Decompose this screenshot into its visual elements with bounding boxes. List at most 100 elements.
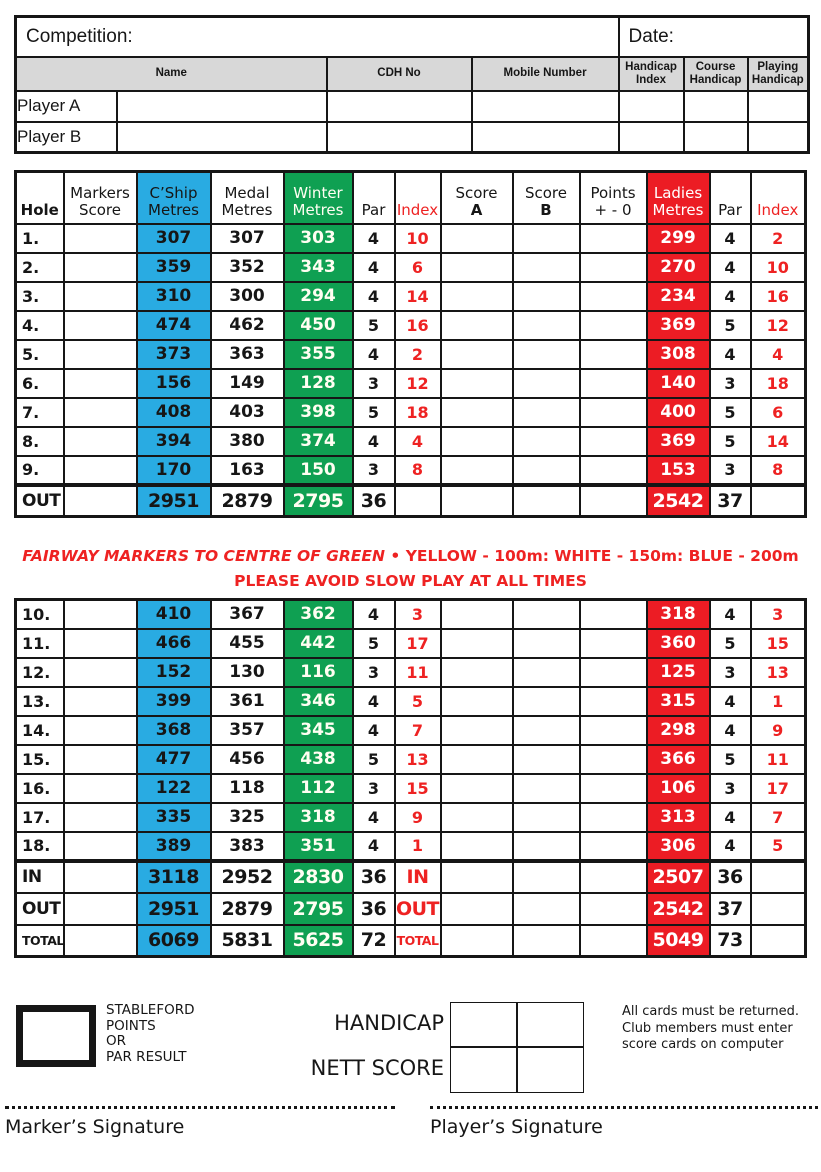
stableford-box (16, 1005, 96, 1067)
hole-label: 6. (14, 367, 65, 399)
points-cell (578, 923, 648, 958)
winter-metres-cell: 2795 (282, 482, 354, 518)
score-a-cell (439, 598, 514, 630)
score-a-cell (439, 627, 514, 659)
summary-row: OUT 2951 2879 2795 36 2542 37 (14, 482, 807, 518)
par-cell: 5 (351, 627, 396, 659)
header-playing-handicap: Playing Handicap (746, 55, 810, 92)
medal-metres-cell: 456 (209, 743, 285, 775)
score-a-cell (439, 656, 514, 688)
score-a-cell (439, 923, 514, 958)
front-nine-section: Hole Markers Score C’Ship Metres Medal Metr… (14, 170, 807, 518)
par-cell: 4 (351, 222, 396, 254)
points-cell (578, 830, 648, 862)
winter-metres-cell: 398 (282, 396, 354, 428)
ladies-par-cell: 73 (708, 923, 752, 958)
cship-metres-cell: 2951 (135, 891, 212, 926)
hole-label: 18. (14, 830, 65, 862)
marker-signature-label: Marker’s Signature (5, 1116, 185, 1138)
ladies-metres-cell: 2542 (645, 482, 711, 518)
player-info-table: Competition: Date: Name CDH No Mobile Nu… (14, 15, 811, 154)
summary-row: OUT 2951 2879 2795 36 OUT 2542 37 (14, 891, 807, 926)
medal-metres-cell: 380 (209, 425, 285, 457)
ladies-index-cell: 16 (749, 280, 807, 312)
hole-row: 5. 373 363 355 4 2 308 4 4 (14, 338, 807, 370)
hole-label: 12. (14, 656, 65, 688)
medal-metres-cell: 325 (209, 801, 285, 833)
par-cell: 4 (351, 425, 396, 457)
ladies-par-cell: 3 (708, 656, 752, 688)
index-cell: OUT (393, 891, 442, 926)
ladies-index-cell: 1 (749, 685, 807, 717)
medal-metres-cell: 462 (209, 309, 285, 341)
ladies-par-cell: 4 (708, 830, 752, 862)
marker-signature-line (5, 1106, 395, 1109)
medal-metres-cell: 130 (209, 656, 285, 688)
hole-label: 1. (14, 222, 65, 254)
handicap-cell-2 (517, 1002, 584, 1047)
score-b-cell (511, 280, 581, 312)
cship-metres-cell: 170 (135, 454, 212, 486)
score-b-cell (511, 222, 581, 254)
header-ladies-par: Par (708, 170, 752, 225)
points-cell (578, 743, 648, 775)
winter-metres-cell: 116 (282, 656, 354, 688)
cship-metres-cell: 156 (135, 367, 212, 399)
winter-metres-cell: 345 (282, 714, 354, 746)
player-signature-line (430, 1106, 818, 1109)
hole-label: OUT (14, 891, 65, 926)
par-cell: 72 (351, 923, 396, 958)
points-cell (578, 656, 648, 688)
index-cell: 7 (393, 714, 442, 746)
medal-metres-cell: 163 (209, 454, 285, 486)
par-cell: 4 (351, 280, 396, 312)
medal-metres-cell: 361 (209, 685, 285, 717)
score-a-cell (439, 772, 514, 804)
player-a-name-field (115, 89, 328, 123)
hole-label: 14. (14, 714, 65, 746)
score-a-cell (439, 830, 514, 862)
hole-label: 5. (14, 338, 65, 370)
ladies-metres-cell: 308 (645, 338, 711, 370)
medal-metres-cell: 383 (209, 830, 285, 862)
score-b-cell (511, 482, 581, 518)
player-signature-label: Player’s Signature (430, 1116, 603, 1138)
winter-metres-cell: 438 (282, 743, 354, 775)
ladies-index-cell: 2 (749, 222, 807, 254)
medal-metres-cell: 357 (209, 714, 285, 746)
index-cell (393, 482, 442, 518)
hole-label: 3. (14, 280, 65, 312)
ladies-index-cell: 10 (749, 251, 807, 283)
hole-label: 7. (14, 396, 65, 428)
ladies-index-cell: 4 (749, 338, 807, 370)
index-cell: 9 (393, 801, 442, 833)
ladies-index-cell: 7 (749, 801, 807, 833)
header-markers-score: Markers Score (62, 170, 138, 225)
cship-metres-cell: 368 (135, 714, 212, 746)
markers-score-cell (62, 858, 138, 894)
medal-metres-cell: 300 (209, 280, 285, 312)
ladies-index-cell: 12 (749, 309, 807, 341)
medal-metres-cell: 307 (209, 222, 285, 254)
index-cell: TOTAL (393, 923, 442, 958)
ladies-metres-cell: 153 (645, 454, 711, 486)
ladies-index-cell: 6 (749, 396, 807, 428)
hole-label: 10. (14, 598, 65, 630)
player-a-playing-handicap-field (746, 89, 810, 123)
nett-score-cell-1 (450, 1047, 517, 1093)
markers-score-cell (62, 367, 138, 399)
par-cell: 5 (351, 743, 396, 775)
par-cell: 4 (351, 801, 396, 833)
winter-metres-cell: 5625 (282, 923, 354, 958)
header-cship-metres: C’Ship Metres (135, 170, 212, 225)
points-cell (578, 454, 648, 486)
score-b-cell (511, 685, 581, 717)
markers-score-cell (62, 772, 138, 804)
header-mobile-number: Mobile Number (470, 55, 620, 92)
index-cell: 3 (393, 598, 442, 630)
points-cell (578, 627, 648, 659)
score-b-cell (511, 251, 581, 283)
score-a-cell (439, 482, 514, 518)
hole-row: 2. 359 352 343 4 6 270 4 10 (14, 251, 807, 283)
hole-label: 2. (14, 251, 65, 283)
